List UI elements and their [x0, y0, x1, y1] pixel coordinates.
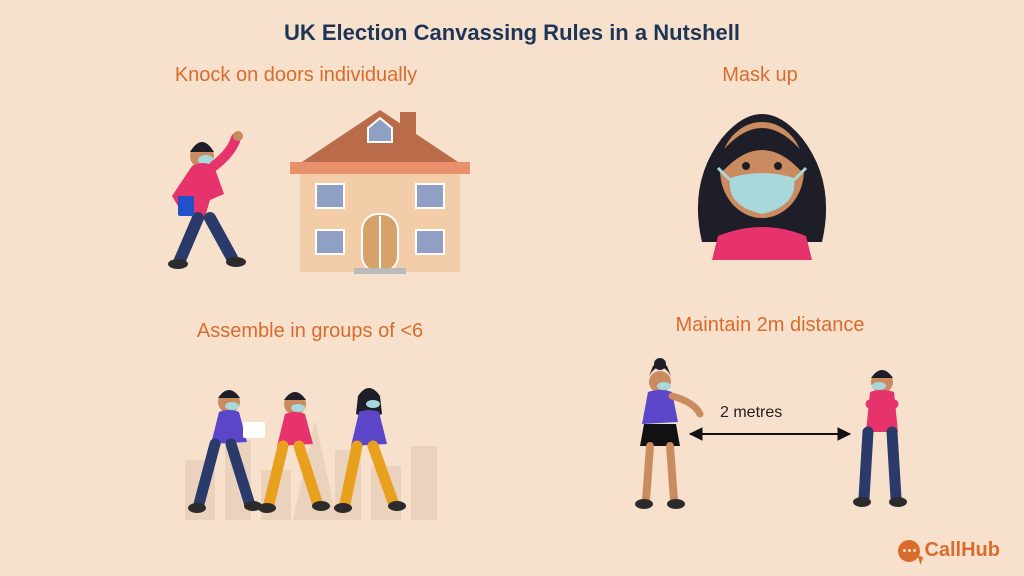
- illustration-distance: [600, 346, 940, 526]
- infographic-canvas: UK Election Canvassing Rules in a Nutshe…: [0, 0, 1024, 576]
- house-icon: [290, 110, 470, 274]
- logo-text: CallHub: [924, 539, 1000, 562]
- caption-assemble: Assemble in groups of <6: [150, 320, 470, 343]
- logo: CallHub: [898, 539, 1000, 562]
- logo-bubble-icon: [898, 540, 920, 562]
- illustration-assemble: [165, 350, 465, 540]
- caption-mask: Mask up: [660, 64, 860, 87]
- page-title: UK Election Canvassing Rules in a Nutshe…: [0, 20, 1024, 46]
- distance-person-right-icon: [853, 370, 907, 507]
- caption-distance: Maintain 2m distance: [640, 314, 900, 337]
- caption-knock: Knock on doors individually: [136, 64, 456, 87]
- illustration-knock: [140, 92, 480, 282]
- illustration-mask: [672, 92, 852, 262]
- canvasser-icon: [168, 131, 246, 269]
- distance-arrow-icon: [690, 428, 850, 440]
- distance-arrow-label: 2 metres: [720, 404, 782, 422]
